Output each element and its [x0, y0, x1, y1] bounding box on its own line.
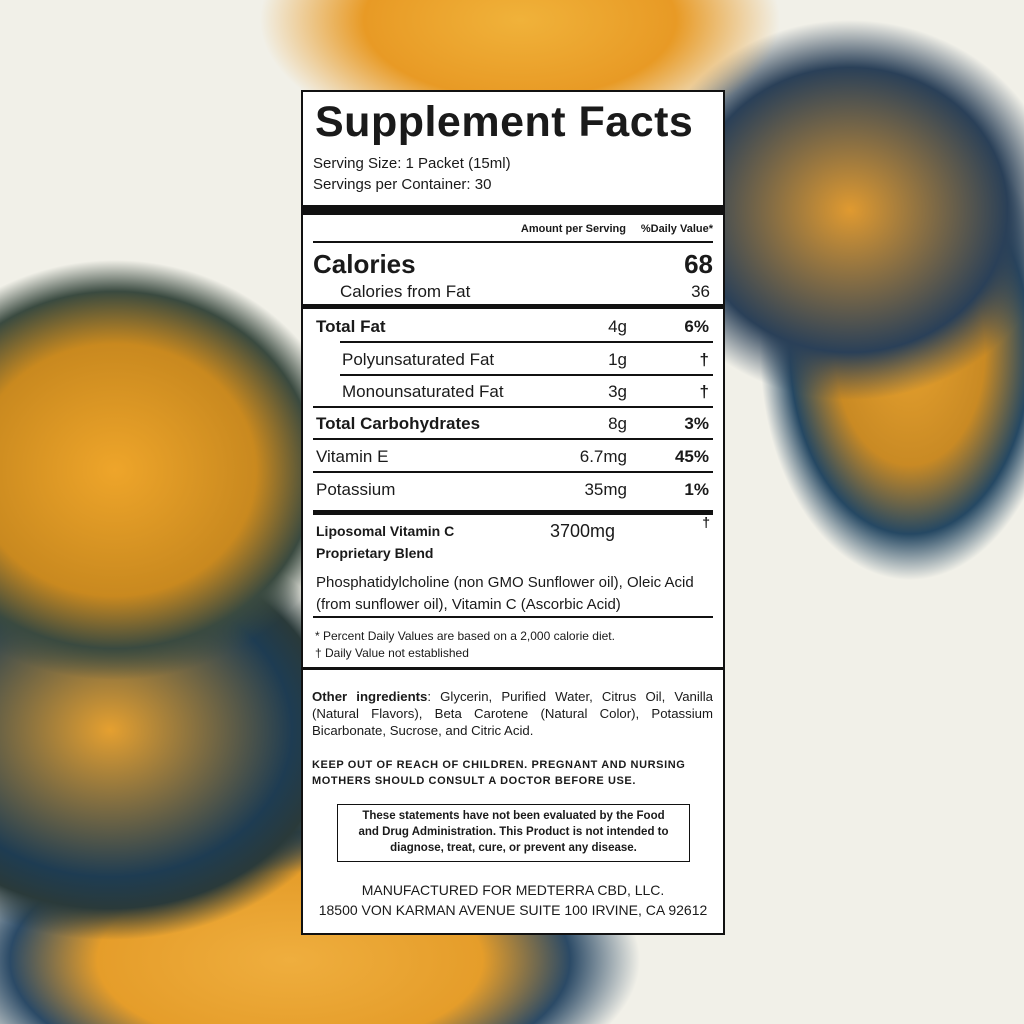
label-title: Supplement Facts — [315, 98, 694, 146]
nutrient-label: Total Fat — [316, 317, 386, 336]
calories-fat-value: 36 — [691, 282, 710, 301]
calories-label: Calories — [313, 249, 416, 279]
blend-dv: † — [702, 514, 710, 530]
manufacturer: MANUFACTURED FOR MEDTERRA CBD, LLC. 1850… — [303, 880, 723, 920]
divider — [313, 616, 713, 618]
calories-value: 68 — [684, 249, 713, 279]
divider-thick — [303, 205, 723, 215]
divider-medium — [313, 510, 713, 515]
manufacturer-line: MANUFACTURED FOR MEDTERRA CBD, LLC. — [361, 882, 665, 898]
nutrient-dv: † — [699, 350, 709, 369]
divider — [303, 667, 723, 670]
manufacturer-address: 18500 VON KARMAN AVENUE SUITE 100 IRVINE… — [318, 902, 708, 918]
divider — [340, 341, 713, 343]
disclaimer-line: and Drug Administration. This Product is… — [358, 826, 669, 838]
divider — [313, 438, 713, 440]
blend-ingredients: (from sunflower oil), Vitamin C (Ascorbi… — [316, 596, 621, 613]
disclaimer-line: These statements have not been evaluated… — [362, 810, 665, 822]
footnote: † Daily Value not established — [315, 646, 469, 660]
nutrient-label: Vitamin E — [316, 447, 389, 466]
serving-size: Serving Size: 1 Packet (15ml) — [313, 155, 511, 172]
fda-disclaimer-box: These statements have not been evaluated… — [337, 804, 690, 862]
blend-amount: 3700mg — [550, 521, 616, 541]
divider — [313, 471, 713, 473]
nutrient-amount: 4g — [608, 317, 627, 336]
nutrient-dv: 45% — [674, 447, 709, 466]
blend-name: Proprietary Blend — [316, 545, 434, 561]
warning: MOTHERS SHOULD CONSULT A DOCTOR BEFORE U… — [312, 775, 637, 787]
nutrient-label: Monounsaturated Fat — [342, 382, 504, 401]
nutrient-dv: 6% — [684, 317, 709, 336]
nutrient-amount: 1g — [608, 350, 627, 369]
warning: KEEP OUT OF REACH OF CHILDREN. PREGNANT … — [312, 759, 686, 771]
nutrient-amount: 6.7mg — [579, 447, 627, 466]
nutrient-amount: 35mg — [584, 480, 627, 499]
supplement-facts-label: Supplement Facts Serving Size: 1 Packet … — [301, 90, 725, 935]
other-ingredients: Other ingredients: Glycerin, Purified Wa… — [312, 688, 713, 739]
servings-per-container: Servings per Container: 30 — [313, 176, 492, 193]
nutrient-label: Total Carbohydrates — [316, 414, 481, 433]
nutrient-amount: 3g — [608, 382, 627, 401]
divider — [313, 241, 713, 243]
blend-ingredients: Phosphatidylcholine (non GMO Sunflower o… — [316, 574, 694, 591]
nutrient-amount: 8g — [608, 414, 627, 433]
other-ingredients-label: Other ingredients — [312, 689, 428, 704]
dv-header: %Daily Value* — [640, 223, 713, 235]
other-ingredients-text: : Glycerin, Purified Water, Citrus Oil, … — [312, 689, 713, 738]
nutrient-label: Potassium — [316, 480, 396, 499]
divider — [313, 406, 713, 408]
nutrient-dv: 3% — [684, 414, 709, 433]
divider — [340, 374, 713, 376]
nutrient-label: Polyunsaturated Fat — [342, 350, 495, 369]
nutrient-dv: 1% — [684, 480, 709, 499]
divider-medium — [303, 304, 723, 309]
calories-fat-label: Calories from Fat — [340, 282, 471, 301]
blend-name: Liposomal Vitamin C — [316, 523, 455, 539]
footnote: * Percent Daily Values are based on a 2,… — [315, 629, 615, 643]
nutrient-dv: † — [699, 382, 709, 401]
amount-header: Amount per Serving — [520, 223, 626, 235]
disclaimer-line: diagnose, treat, cure, or prevent any di… — [390, 842, 637, 854]
